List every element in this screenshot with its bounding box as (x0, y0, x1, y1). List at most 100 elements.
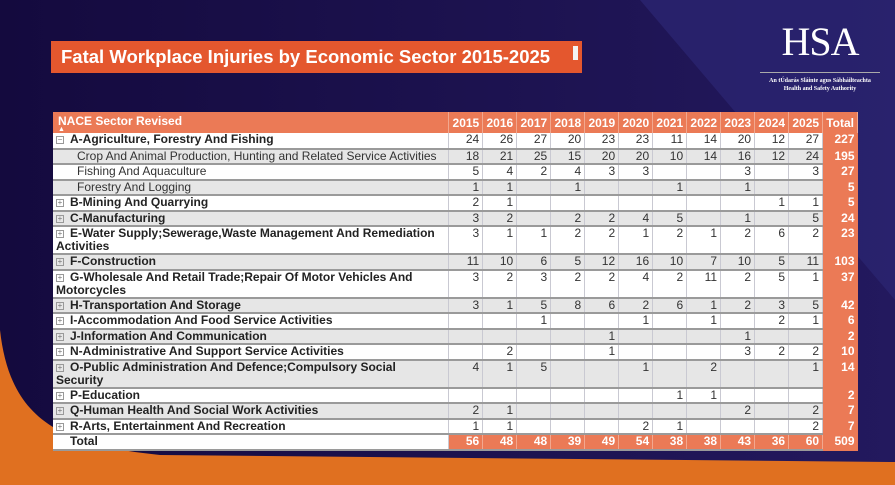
value-cell-2021 (652, 344, 688, 361)
expand-icon[interactable]: + (56, 198, 64, 207)
year-total-2019: 49 (584, 434, 620, 451)
value-cell-2019 (584, 313, 620, 330)
sector-label: I-Accommodation And Food Service Activit… (70, 313, 333, 327)
year-total-2025: 60 (788, 434, 824, 451)
value-cell-2025: 2 (788, 344, 824, 361)
column-header-2020[interactable]: 2020 (618, 112, 654, 133)
value-cell-2025: 2 (788, 418, 824, 435)
year-total-2016: 48 (482, 434, 518, 451)
year-total-2022: 38 (686, 434, 722, 451)
value-cell-2015: 2 (448, 403, 484, 420)
value-cell-2016: 1 (482, 226, 518, 255)
value-cell-2020: 4 (618, 210, 654, 227)
column-header-sector[interactable]: NACE Sector Revised ▲ (53, 112, 450, 133)
page-title: Fatal Workplace Injuries by Economic Sec… (51, 41, 582, 73)
row-total-cell: 103 (822, 254, 858, 271)
column-header-2018[interactable]: 2018 (550, 112, 586, 133)
value-cell-2015: 11 (448, 254, 484, 271)
title-text: Fatal Workplace Injuries by Economic Sec… (61, 46, 551, 67)
expand-icon[interactable]: + (56, 362, 64, 372)
table-row: + O-Public Administration And Defence;Com… (53, 359, 858, 389)
value-cell-2024 (754, 328, 790, 345)
sector-name-cell: + O-Public Administration And Defence;Com… (53, 359, 450, 389)
sector-label: Q-Human Health And Social Work Activitie… (70, 403, 319, 417)
value-cell-2020: 1 (618, 226, 654, 255)
value-cell-2022 (686, 164, 722, 181)
table-row: Forestry And Logging 1 1 1 1 1 5 (53, 179, 858, 196)
expand-icon[interactable]: + (56, 229, 64, 238)
sector-name-cell: + H-Transportation And Storage (53, 297, 450, 314)
column-header-total[interactable]: Total (822, 112, 858, 133)
expand-icon[interactable]: + (56, 421, 64, 431)
sector-name-cell: + J-Information And Communication (53, 328, 450, 345)
sector-name-cell: + Q-Human Health And Social Work Activiti… (53, 403, 450, 420)
value-cell-2024 (754, 210, 790, 227)
value-cell-2025: 1 (788, 359, 824, 389)
value-cell-2017 (516, 418, 552, 435)
value-cell-2023 (720, 387, 756, 404)
value-cell-2017: 6 (516, 254, 552, 271)
column-header-2024[interactable]: 2024 (754, 112, 790, 133)
value-cell-2021: 1 (652, 179, 688, 196)
value-cell-2019: 12 (584, 254, 620, 271)
value-cell-2020 (618, 387, 654, 404)
expand-icon[interactable]: + (56, 406, 64, 415)
row-total-cell: 2 (822, 328, 858, 345)
expand-icon[interactable]: + (56, 347, 64, 356)
value-cell-2017: 27 (516, 133, 552, 150)
value-cell-2020: 3 (618, 164, 654, 181)
value-cell-2018 (550, 313, 586, 330)
value-cell-2020: 1 (618, 313, 654, 330)
value-cell-2020: 23 (618, 133, 654, 150)
logo-irish-name: An tÚdarás Sláinte agus Sábháilteachta (769, 78, 871, 84)
value-cell-2019: 6 (584, 297, 620, 314)
value-cell-2017: 1 (516, 226, 552, 255)
value-cell-2024 (754, 164, 790, 181)
expand-icon[interactable]: + (56, 390, 64, 400)
value-cell-2025: 5 (788, 210, 824, 227)
column-header-2022[interactable]: 2022 (686, 112, 722, 133)
value-cell-2015: 3 (448, 297, 484, 314)
column-header-2015[interactable]: 2015 (448, 112, 484, 133)
value-cell-2015 (448, 328, 484, 345)
logo-wordmark: HSA (781, 19, 859, 64)
sort-ascending-icon[interactable]: ▲ (58, 126, 65, 133)
expand-icon[interactable]: + (56, 300, 64, 310)
value-cell-2021: 2 (652, 226, 688, 255)
sector-label: A-Agriculture, Forestry And Fishing (70, 132, 274, 146)
value-cell-2020: 1 (618, 359, 654, 389)
sector-name-cell: + N-Administrative And Support Service Ac… (53, 344, 450, 361)
value-cell-2023: 3 (720, 164, 756, 181)
year-total-2020: 54 (618, 434, 654, 451)
value-cell-2015: 24 (448, 133, 484, 150)
column-header-2017[interactable]: 2017 (516, 112, 552, 133)
value-cell-2021 (652, 328, 688, 345)
value-cell-2022 (686, 179, 722, 196)
value-cell-2023: 3 (720, 344, 756, 361)
column-header-2021[interactable]: 2021 (652, 112, 688, 133)
title-marker (573, 46, 578, 60)
value-cell-2016 (482, 387, 518, 404)
expand-icon[interactable]: + (56, 316, 64, 325)
value-cell-2022: 14 (686, 148, 722, 165)
value-cell-2018: 2 (550, 269, 586, 299)
value-cell-2022 (686, 328, 722, 345)
expand-icon[interactable]: + (56, 257, 64, 266)
table-row: + P-Education 1 1 2 (53, 387, 858, 404)
year-total-2015: 56 (448, 434, 484, 451)
table-row: + F-Construction 11 10 6 5 12 16 10 7 10 5 11 103 (53, 254, 858, 271)
table-row: + C-Manufacturing 3 2 2 2 4 5 1 5 24 (53, 210, 858, 227)
column-header-2023[interactable]: 2023 (720, 112, 756, 133)
expand-icon[interactable]: + (56, 213, 64, 223)
value-cell-2021: 6 (652, 297, 688, 314)
column-header-2025[interactable]: 2025 (788, 112, 824, 133)
value-cell-2017: 2 (516, 164, 552, 181)
table-row: + G-Wholesale And Retail Trade;Repair Of … (53, 269, 858, 299)
collapse-icon[interactable]: − (56, 135, 64, 144)
sector-name-cell: Forestry And Logging (53, 179, 450, 196)
column-header-2016[interactable]: 2016 (482, 112, 518, 133)
sector-name-cell: + P-Education (53, 387, 450, 404)
expand-icon[interactable]: + (56, 272, 64, 282)
expand-icon[interactable]: + (56, 331, 64, 341)
column-header-2019[interactable]: 2019 (584, 112, 620, 133)
